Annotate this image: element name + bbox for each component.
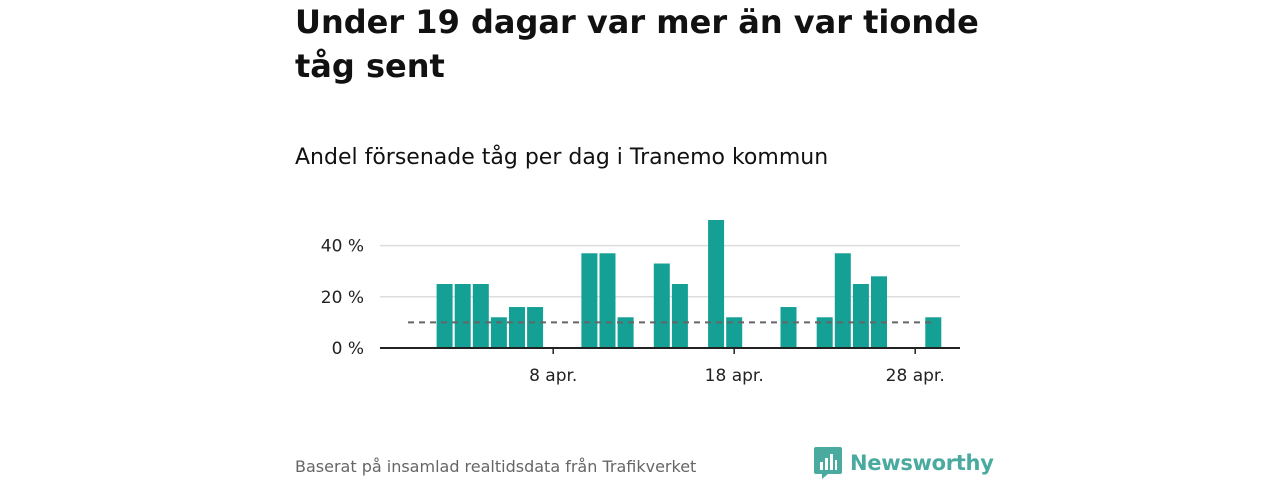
bar xyxy=(852,284,869,348)
x-tick-label: 18 apr. xyxy=(705,366,764,386)
bar xyxy=(599,253,616,348)
source-note: Baserat på insamlad realtidsdata från Tr… xyxy=(295,457,697,476)
bar xyxy=(527,307,544,348)
bar xyxy=(834,253,851,348)
bar xyxy=(871,276,887,348)
axis-layer: 0 % 20 % 40 % 8 apr. 18 apr. 28 apr. xyxy=(321,237,960,386)
bar xyxy=(490,317,507,348)
bar xyxy=(436,284,453,348)
bar xyxy=(671,284,688,348)
bar xyxy=(726,317,743,348)
newsworthy-logo-icon xyxy=(814,447,842,479)
bar xyxy=(581,253,598,348)
bar xyxy=(454,284,471,348)
bar xyxy=(708,220,725,348)
brand-logo: Newsworthy xyxy=(814,446,994,480)
bar xyxy=(816,317,833,348)
bar xyxy=(925,317,942,348)
x-tick-label: 8 apr. xyxy=(529,366,577,386)
chart-subtitle: Andel försenade tåg per dag i Tranemo ko… xyxy=(295,145,829,170)
bar xyxy=(509,307,525,348)
bar xyxy=(780,307,797,348)
y-tick-label: 40 % xyxy=(321,237,364,257)
bar xyxy=(472,284,489,348)
chart-title: Under 19 dagar var mer än var tionde tåg… xyxy=(295,3,979,85)
bar xyxy=(617,317,634,348)
bar-layer xyxy=(436,220,942,348)
y-tick-label: 0 % xyxy=(332,339,364,359)
bar xyxy=(653,263,670,348)
brand-name: Newsworthy xyxy=(850,451,994,475)
y-tick-label: 20 % xyxy=(321,288,364,308)
x-tick-label: 28 apr. xyxy=(886,366,945,386)
